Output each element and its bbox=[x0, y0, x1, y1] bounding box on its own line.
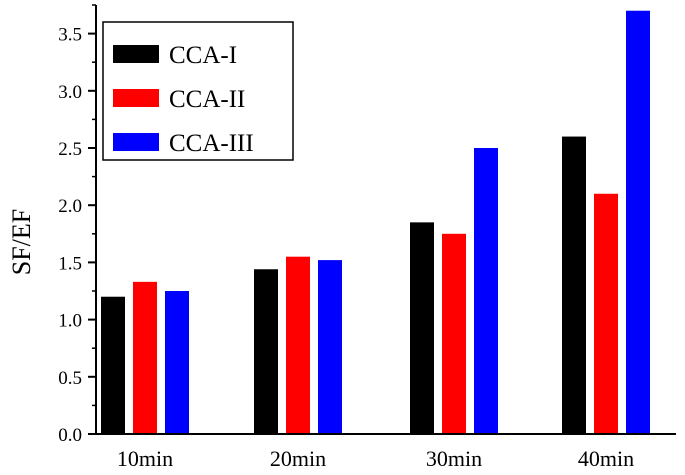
legend-label-cca-i: CCA-I bbox=[169, 42, 237, 69]
y-tick-label: 2.0 bbox=[58, 196, 82, 217]
y-tick-label: 2.5 bbox=[58, 139, 82, 160]
x-tick-label: 10min bbox=[117, 446, 173, 471]
x-tick-label: 20min bbox=[270, 446, 326, 471]
x-ticks-layer: 10min 20min 30min 40min bbox=[117, 446, 634, 471]
legend-swatch-cca-iii bbox=[113, 133, 159, 151]
bar-cca-iii-30min bbox=[474, 148, 498, 434]
y-tick-label: 0.0 bbox=[58, 425, 82, 446]
bar-cca-i-30min bbox=[410, 222, 434, 434]
y-tick-label: 0.5 bbox=[58, 368, 82, 389]
legend-label-cca-iii: CCA-III bbox=[169, 130, 254, 157]
y-tick-label: 3.5 bbox=[58, 25, 82, 46]
y-tick-label: 1.5 bbox=[58, 253, 82, 274]
axes-layer bbox=[95, 5, 676, 435]
legend: CCA-I CCA-II CCA-III bbox=[102, 21, 294, 161]
bar-cca-ii-40min bbox=[594, 193, 618, 434]
legend-label-cca-ii: CCA-II bbox=[169, 86, 245, 113]
bar-cca-i-20min bbox=[254, 269, 278, 434]
bar-cca-iii-40min bbox=[626, 10, 650, 434]
bar-cca-iii-20min bbox=[318, 260, 342, 434]
bars-layer bbox=[101, 10, 650, 434]
x-tick-label: 30min bbox=[426, 446, 482, 471]
bar-cca-ii-10min bbox=[133, 281, 157, 434]
bar-cca-ii-30min bbox=[442, 233, 466, 434]
bar-cca-ii-20min bbox=[286, 256, 310, 434]
bar-cca-iii-10min bbox=[165, 291, 189, 434]
bar-cca-i-40min bbox=[562, 136, 586, 434]
y-axis-label: SF/EF bbox=[7, 209, 36, 276]
x-tick-label: 40min bbox=[578, 446, 634, 471]
y-tick-label: 1.0 bbox=[58, 311, 82, 332]
bar-cca-i-10min bbox=[101, 296, 125, 434]
y-tick-label: 3.0 bbox=[58, 82, 82, 103]
y-ticks-layer: 0.0 0.5 1.0 1.5 2.0 2.5 3.0 3.5 bbox=[58, 4, 96, 446]
legend-swatch-cca-ii bbox=[113, 89, 159, 107]
legend-swatch-cca-i bbox=[113, 45, 159, 63]
